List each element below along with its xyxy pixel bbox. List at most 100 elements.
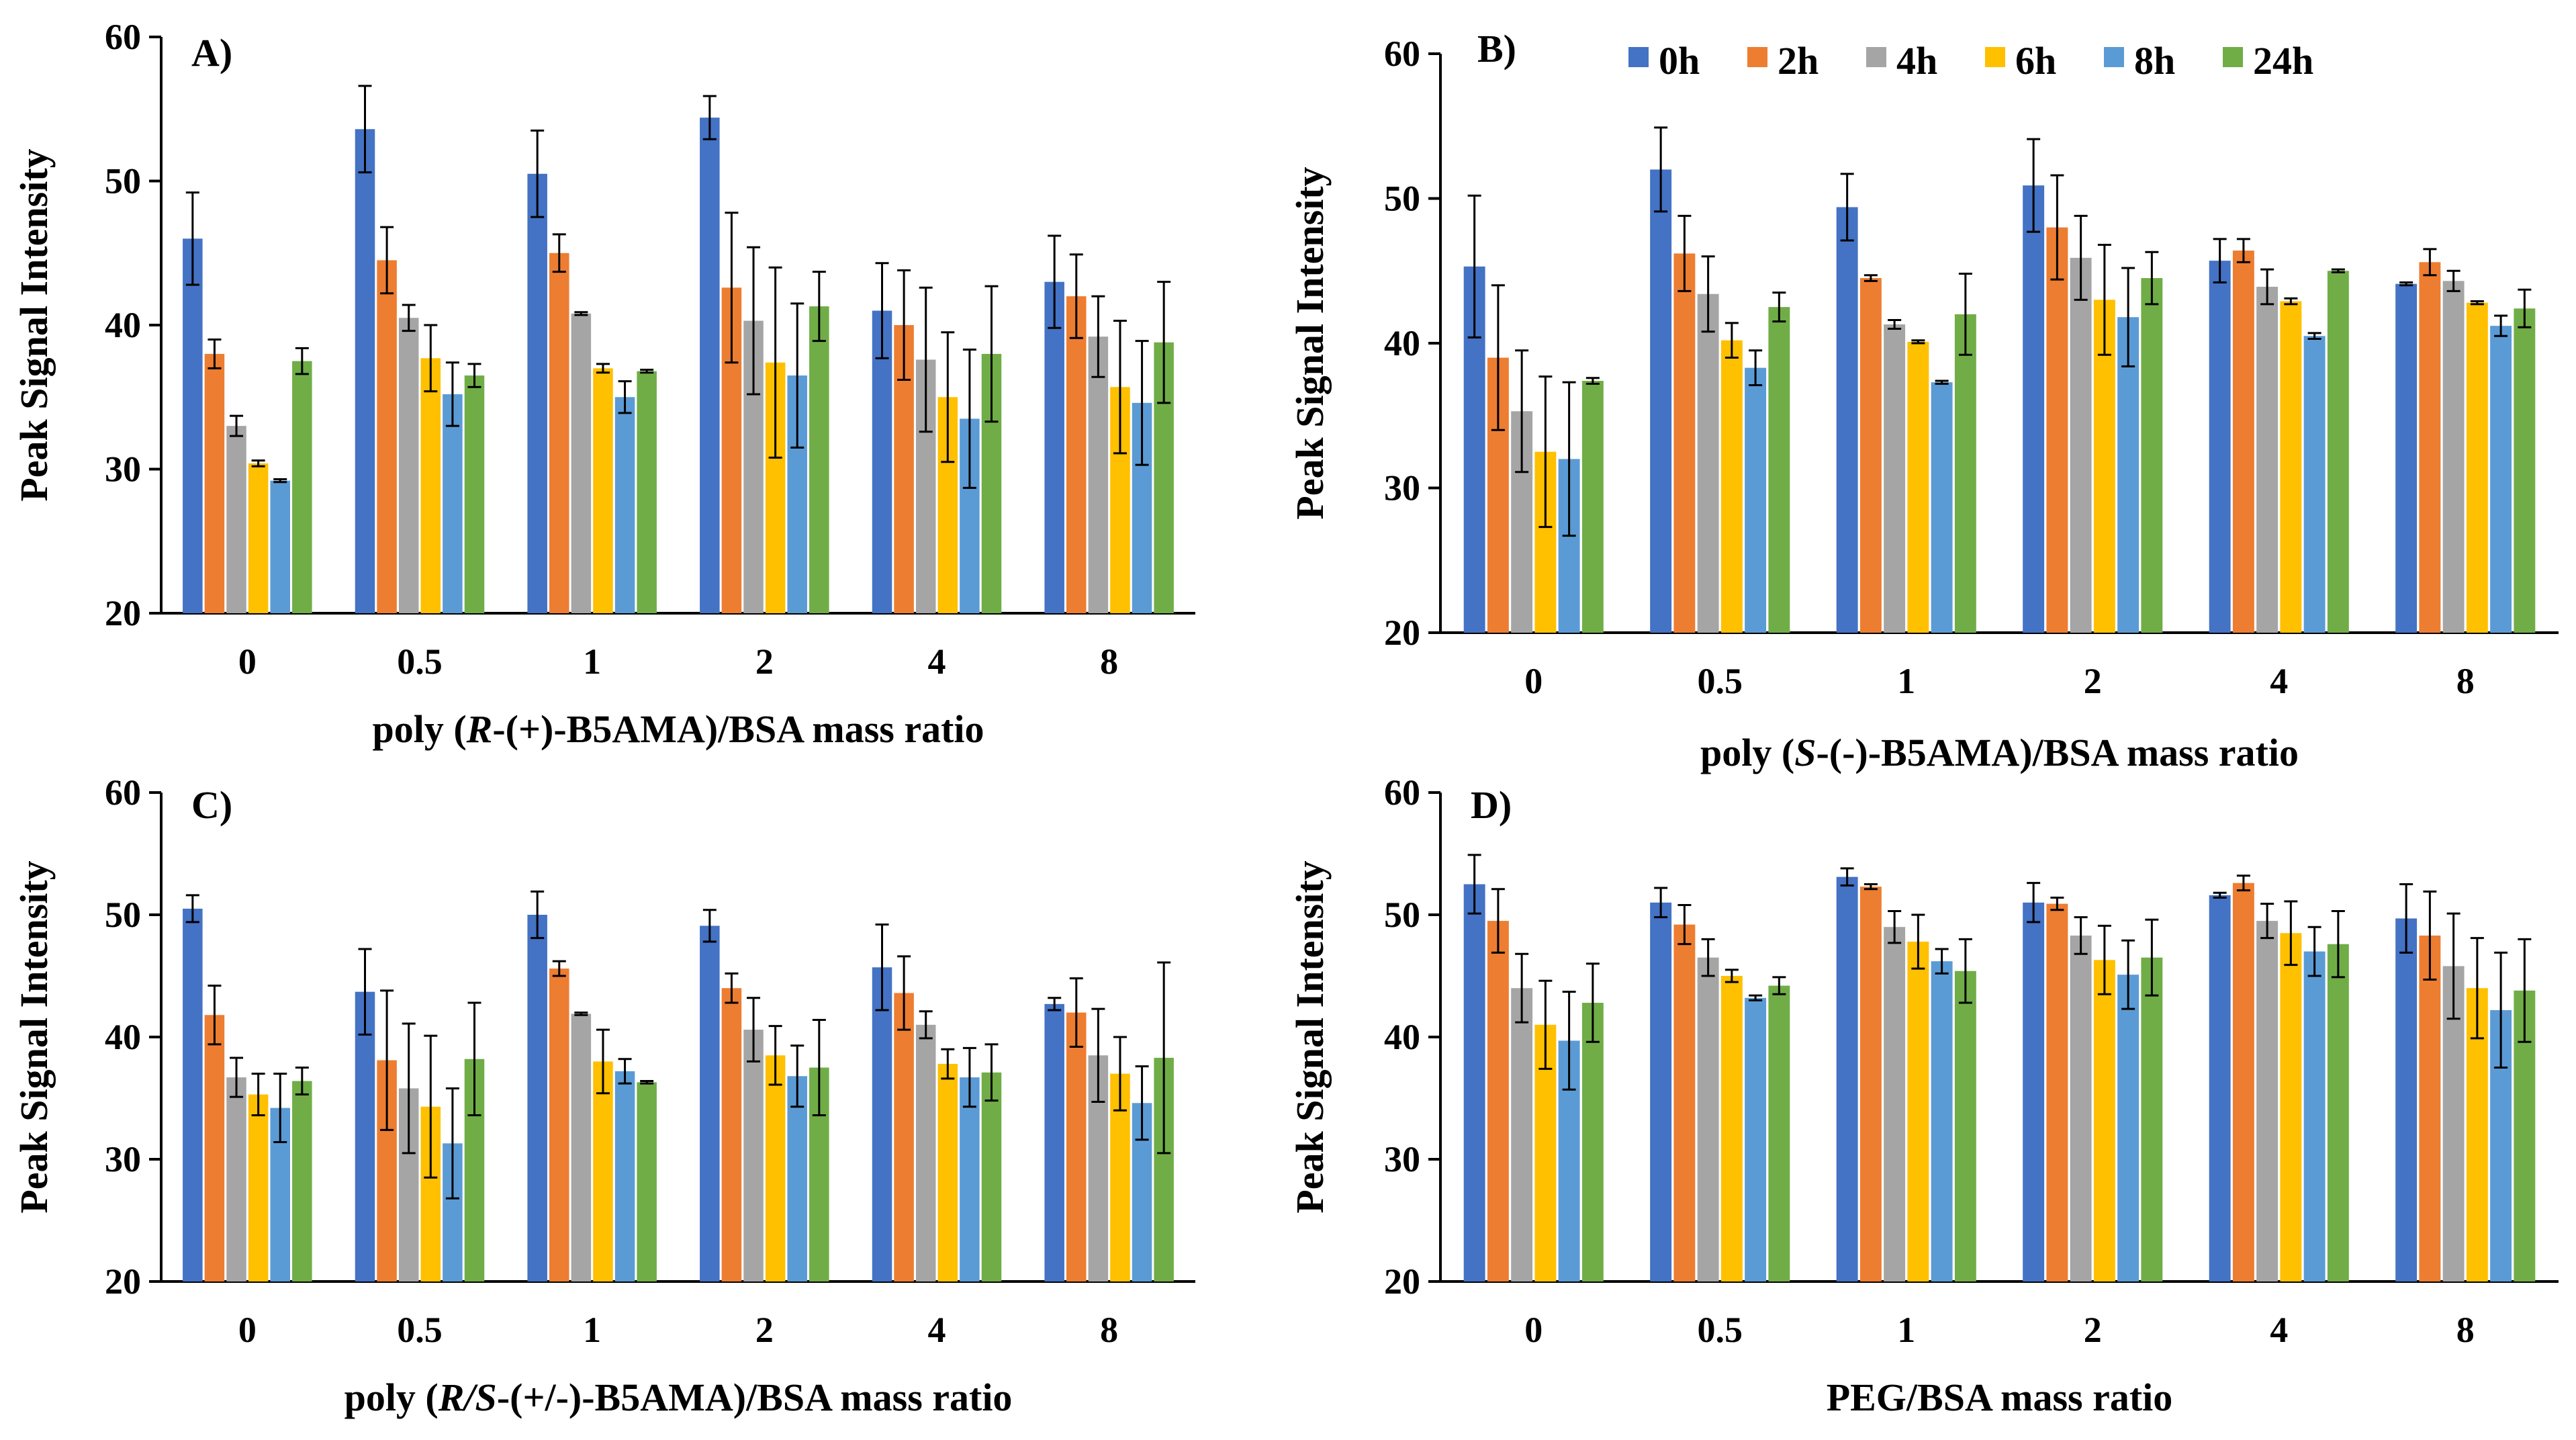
x-tick-label: 1 [1897, 1310, 1915, 1350]
x-axis-title: poly (R-(+)-B5AMA)/BSA mass ratio [372, 707, 984, 751]
y-axis-title: Peak Signal Intensity [12, 860, 56, 1213]
x-tick-label: 0 [238, 1310, 257, 1350]
legend-swatch [1747, 47, 1767, 67]
bar-2h [1487, 921, 1509, 1281]
y-tick-label: 60 [1384, 772, 1420, 813]
panel-a: A) Peak Signal Intensity poly (R-(+)-B5A… [12, 17, 1195, 751]
bar-0h [2023, 185, 2045, 633]
bar-8h [1931, 382, 1953, 633]
bar-2h [2046, 227, 2068, 633]
x-tick-label: 8 [1100, 641, 1118, 682]
x-tick-label: 0.5 [397, 641, 443, 682]
panel-label: D) [1471, 783, 1512, 827]
bar-2h [2046, 903, 2068, 1281]
bar-24h [464, 375, 485, 613]
y-tick-label: 60 [1384, 34, 1420, 74]
bar-24h [2141, 957, 2163, 1281]
y-tick-label: 60 [105, 17, 141, 57]
bar-6h [1720, 976, 1743, 1281]
x-axis-title-part: -(+/-)-B5AMA)/BSA mass ratio [497, 1376, 1013, 1419]
y-tick-label: 20 [1384, 613, 1420, 653]
x-axis-title-part: poly ( [372, 707, 466, 751]
y-axis-title: Peak Signal Intensity [1288, 167, 1332, 519]
bar-4h [571, 1014, 592, 1281]
bar-4h [398, 318, 419, 613]
bar-4h [2070, 935, 2092, 1281]
bar-6h [765, 1055, 786, 1281]
x-tick-label: 0 [238, 641, 257, 682]
bar-6h [1907, 942, 1929, 1281]
legend-label: 0h [1659, 39, 1700, 83]
bar-8h [2117, 975, 2140, 1281]
bar-4h [1697, 294, 1719, 633]
bar-4h [2442, 281, 2465, 633]
legend-label: 24h [2253, 39, 2313, 83]
panel-c: C) Peak Signal Intensity poly (R/S-(+/-)… [12, 772, 1195, 1419]
bar-0h [2023, 902, 2045, 1281]
bar-2h [549, 253, 569, 613]
bar-2h [1673, 924, 1696, 1281]
bar-4h [1511, 988, 1533, 1281]
bar-8h [614, 1071, 635, 1281]
y-tick-label: 40 [1384, 323, 1420, 363]
panel-label: A) [191, 31, 232, 75]
bar-2h [721, 988, 742, 1281]
bar-4h [915, 1024, 936, 1281]
bar-24h [1768, 307, 1790, 633]
bar-6h [1907, 341, 1929, 633]
bar-24h [637, 371, 657, 613]
x-axis-title-part: -(-)-B5AMA)/BSA mass ratio [1816, 731, 2298, 774]
legend: 0h 2h 4h 6h 8h 24h [1628, 39, 2313, 83]
bar-0h [1650, 902, 1672, 1281]
plot-area: 20 30 40 50 60 0 0.5 1 2 4 8 [1384, 34, 2559, 701]
bar-2h [894, 993, 914, 1281]
bar-0h [1463, 884, 1485, 1281]
bar-6h [2466, 302, 2488, 633]
legend-label: 2h [1778, 39, 1819, 83]
bar-2h [377, 260, 397, 614]
bar-4h [1884, 927, 1906, 1281]
bar-4h [2256, 921, 2279, 1281]
y-tick-label: 50 [1384, 895, 1420, 935]
x-axis-title-part: poly ( [344, 1376, 439, 1419]
bar-6h [937, 1064, 958, 1281]
y-tick-label: 40 [1384, 1017, 1420, 1057]
y-tick-label: 40 [105, 1017, 141, 1057]
plot-area: 20 30 40 50 60 0 0.5 1 2 4 8 [105, 17, 1195, 682]
x-tick-label: 0 [1524, 1310, 1543, 1350]
panel-label: C) [191, 783, 232, 827]
bar-0h [2209, 261, 2231, 633]
legend-swatch [2104, 47, 2124, 67]
bar-24h [292, 1081, 312, 1281]
y-tick-label: 30 [105, 449, 141, 490]
y-axis-title: Peak Signal Intensity [12, 148, 56, 501]
x-tick-label: 4 [2270, 661, 2288, 701]
bar-0h [700, 118, 720, 613]
bar-6h [2280, 301, 2302, 633]
bar-2h [1859, 887, 1882, 1281]
bar-2h [1859, 278, 1882, 633]
bar-2h [2419, 262, 2441, 633]
x-tick-label: 2 [2084, 1310, 2102, 1350]
x-tick-label: 8 [2456, 661, 2475, 701]
bar-8h [2303, 951, 2326, 1281]
bar-0h [872, 967, 892, 1281]
x-axis-title-italic: S [1794, 731, 1816, 774]
bar-6h [420, 358, 441, 613]
bar-8h [1745, 367, 1767, 633]
bar-2h [2232, 883, 2254, 1281]
bar-8h [2117, 317, 2140, 633]
bar-6h [248, 1094, 269, 1281]
bar-8h [614, 397, 635, 613]
bar-2h [1066, 296, 1087, 613]
bar-0h [872, 310, 892, 613]
x-tick-label: 4 [2270, 1310, 2288, 1350]
legend-item: 24h [2223, 39, 2313, 83]
y-tick-label: 30 [1384, 468, 1420, 508]
x-tick-label: 2 [755, 1310, 774, 1350]
bar-2h [549, 969, 569, 1281]
bar-6h [593, 1061, 613, 1281]
x-tick-label: 0.5 [1698, 1310, 1743, 1350]
panel-d: D) Peak Signal Intensity PEG/BSA mass ra… [1288, 772, 2559, 1419]
legend-item: 4h [1866, 39, 1937, 83]
